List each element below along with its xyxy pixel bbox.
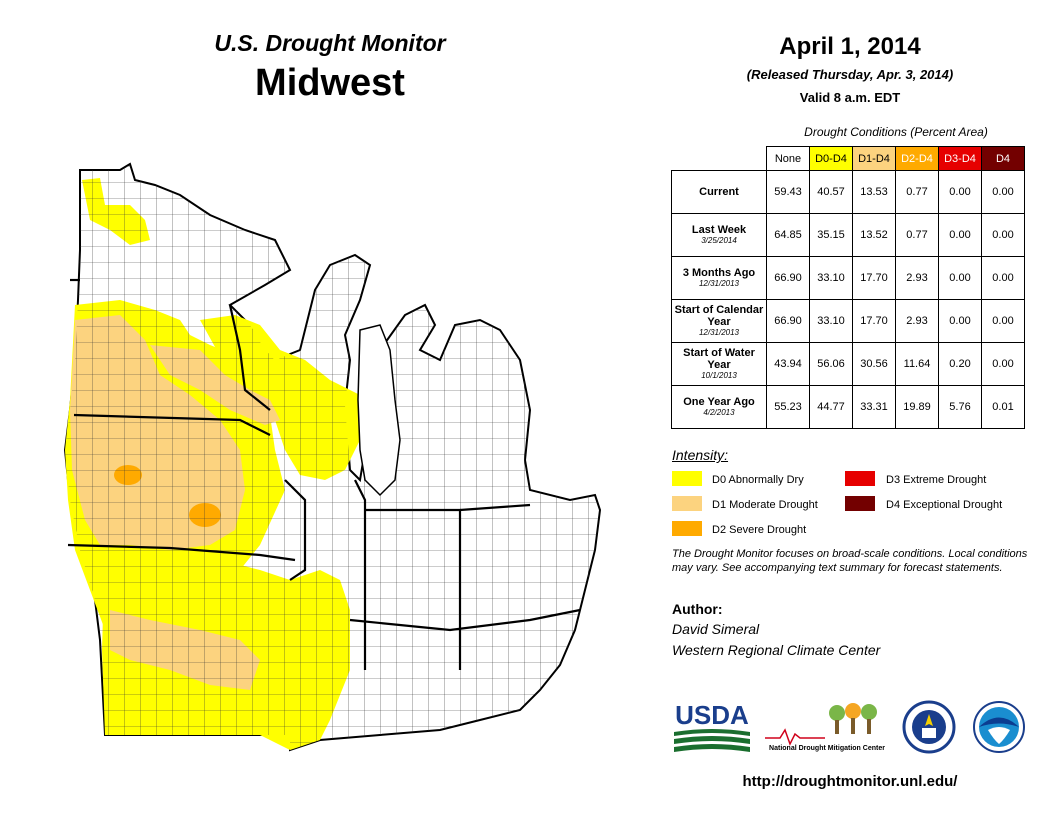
legend-swatch-d4 (845, 496, 875, 511)
table-row: Start of Calendar Year 12/31/2013 66.90 33.… (671, 299, 1025, 343)
table-cell: 0.77 (895, 170, 939, 214)
table-cell: 59.43 (766, 170, 810, 214)
table-cell: 13.52 (852, 213, 896, 257)
row-label-text: Start of Calendar Year (674, 304, 764, 328)
region-title: Midwest (255, 62, 405, 104)
drought-conditions-table: None D0-D4 D1-D4 D2-D4 D3-D4 D4 Current 5… (671, 146, 1025, 429)
table-cell: 64.85 (766, 213, 810, 257)
row-sublabel: 12/31/2013 (698, 279, 740, 288)
row-label: Start of Calendar Year 12/31/2013 (671, 299, 767, 343)
col-d3-d4: D3-D4 (938, 146, 982, 171)
table-cell: 0.00 (938, 299, 982, 343)
table-row: Current 59.43 40.57 13.53 0.77 0.00 0.00 (671, 170, 1025, 214)
legend-label-d2: D2 Severe Drought (712, 524, 807, 536)
legend-swatch-d3 (845, 471, 875, 486)
release-date: (Released Thursday, Apr. 3, 2014) (746, 67, 954, 82)
table-cell: 44.77 (809, 385, 853, 429)
table-cell: 2.93 (895, 256, 939, 300)
table-cell: 66.90 (766, 256, 810, 300)
table-row: Start of Water Year 10/1/2013 43.94 56.06 30… (671, 342, 1025, 386)
table-cell: 0.00 (981, 299, 1025, 343)
table-cell: 66.90 (766, 299, 810, 343)
legend-label-d0: D0 Abnormally Dry (712, 474, 804, 486)
legend-swatch-d1 (672, 496, 702, 511)
legend-swatch-d0 (672, 471, 702, 486)
row-label: Last Week 3/25/2014 (671, 213, 767, 257)
table-cell: 43.94 (766, 342, 810, 386)
row-label-text: Current (699, 186, 739, 198)
table-cell: 56.06 (809, 342, 853, 386)
table-corner (672, 147, 767, 171)
table-cell: 55.23 (766, 385, 810, 429)
row-label: Current (671, 170, 767, 214)
row-label: 3 Months Ago 12/31/2013 (671, 256, 767, 300)
svg-text:National Drought Mitigation Ce: National Drought Mitigation Center (769, 745, 885, 752)
table-cell: 17.70 (852, 256, 896, 300)
col-d1-d4: D1-D4 (852, 146, 896, 171)
row-label: Start of Water Year 10/1/2013 (671, 342, 767, 386)
doc-seal-icon (902, 700, 956, 754)
map-date: April 1, 2014 (779, 33, 921, 60)
row-sublabel: 3/25/2014 (701, 236, 737, 245)
col-none: None (766, 146, 810, 171)
table-cell: 0.00 (938, 256, 982, 300)
col-d0-d4: D0-D4 (809, 146, 853, 171)
usda-logo: USDA (674, 700, 750, 752)
table-cell: 5.76 (938, 385, 982, 429)
legend-swatch-d2 (672, 521, 702, 536)
row-label: One Year Ago 4/2/2013 (671, 385, 767, 429)
valid-time: Valid 8 a.m. EDT (799, 90, 901, 105)
col-d4: D4 (981, 146, 1025, 171)
table-cell: 30.56 (852, 342, 896, 386)
row-sublabel: 12/31/2013 (698, 328, 740, 337)
author-heading: Author: (672, 601, 723, 617)
map-title: U.S. Drought Monitor (214, 30, 446, 56)
noaa-logo-icon (973, 701, 1025, 753)
table-cell: 0.00 (981, 342, 1025, 386)
legend-label-d4: D4 Exceptional Drought (886, 499, 1003, 511)
table-cell: 17.70 (852, 299, 896, 343)
row-sublabel: 4/2/2013 (703, 408, 735, 417)
row-sublabel: 10/1/2013 (701, 371, 737, 380)
row-label-text: 3 Months Ago (682, 267, 756, 279)
table-cell: 33.31 (852, 385, 896, 429)
table-caption: Drought Conditions (Percent Area) (804, 125, 988, 139)
table-row: One Year Ago 4/2/2013 55.23 44.77 33.31 19.89… (671, 385, 1025, 429)
table-cell: 19.89 (895, 385, 939, 429)
intensity-title: Intensity: (672, 447, 729, 463)
lake-michigan (357, 324, 401, 497)
table-cell: 33.10 (809, 256, 853, 300)
table-header-row: None D0-D4 D1-D4 D2-D4 D3-D4 D4 (672, 146, 1025, 171)
table-cell: 2.93 (895, 299, 939, 343)
table-cell: 0.01 (981, 385, 1025, 429)
table-cell: 40.57 (809, 170, 853, 214)
row-label-text: Last Week (691, 224, 747, 236)
ndmc-logo: National Drought Mitigation Center (765, 703, 885, 752)
svg-text:USDA: USDA (675, 700, 749, 730)
table-row: 3 Months Ago 12/31/2013 66.90 33.10 17.70 2.9… (671, 256, 1025, 300)
table-cell: 0.00 (981, 213, 1025, 257)
table-cell: 0.00 (938, 213, 982, 257)
legend-label-d3: D3 Extreme Drought (886, 474, 987, 486)
table-row: Last Week 3/25/2014 64.85 35.15 13.52 0.77 0.0… (671, 213, 1025, 257)
state-boundaries (67, 278, 581, 670)
table-cell: 0.00 (981, 256, 1025, 300)
table-cell: 35.15 (809, 213, 853, 257)
author-name: David Simeral (672, 621, 760, 637)
table-cell: 0.20 (938, 342, 982, 386)
row-label-text: Start of Water Year (683, 347, 755, 371)
disclaimer-note: The Drought Monitor focuses on broad-sca… (672, 548, 1028, 574)
table-cell: 13.53 (852, 170, 896, 214)
table-cell: 0.77 (895, 213, 939, 257)
legend-label-d1: D1 Moderate Drought (712, 499, 818, 511)
table-cell: 33.10 (809, 299, 853, 343)
author-organization: Western Regional Climate Center (672, 642, 881, 658)
website-url[interactable]: http://droughtmonitor.unl.edu/ (742, 773, 958, 790)
table-cell: 0.00 (981, 170, 1025, 214)
drought-map (63, 162, 602, 752)
table-cell: 11.64 (895, 342, 939, 386)
col-d2-d4: D2-D4 (895, 146, 939, 171)
table-cell: 0.00 (938, 170, 982, 214)
row-label-text: One Year Ago (683, 396, 755, 408)
